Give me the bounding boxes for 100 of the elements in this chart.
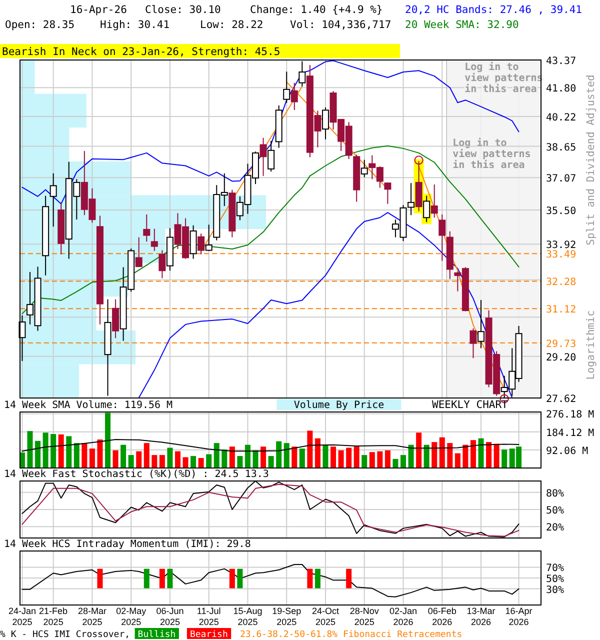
y-tick-label: 276.18 M — [546, 410, 594, 421]
line-series — [138, 212, 513, 398]
x-tick-label: 11-Jul 2025 — [196, 606, 221, 627]
chart-title: 14 Week Fast Stochastic (%K)(%D) : 24.5 13.3 — [4, 469, 269, 480]
y-axis-title: Split and Dividend Adjusted — [585, 74, 597, 246]
text: Bearish — [190, 630, 228, 640]
bar — [237, 456, 243, 468]
x-tick-label: 19-Sep 2025 — [272, 606, 302, 627]
bar — [252, 450, 258, 468]
y-tick-label: 50% — [546, 506, 564, 516]
y-tick-label: 33.92 — [546, 240, 576, 252]
bar — [292, 446, 298, 468]
bar — [198, 458, 204, 468]
candlestick — [50, 172, 57, 228]
candlestick — [205, 224, 212, 252]
bar — [214, 443, 220, 468]
text: Close: 30.10 — [145, 4, 221, 16]
bar — [27, 431, 33, 468]
bar — [89, 448, 95, 468]
bar — [494, 444, 500, 468]
annotation: Log in to view patterns in this area — [452, 137, 531, 171]
bar — [50, 434, 56, 468]
bar — [454, 453, 460, 468]
text: Volume By Price — [294, 400, 384, 411]
bar — [167, 448, 173, 468]
bar — [244, 444, 250, 468]
candlestick — [190, 224, 197, 260]
x-tick-label: 16-Apr 2026 — [505, 606, 532, 627]
bar — [190, 456, 196, 468]
bar — [66, 436, 72, 468]
text: Low: 28.22 — [200, 19, 264, 31]
bar — [486, 442, 492, 468]
candlestick — [158, 250, 166, 279]
y-tick-label: 184.12 M — [546, 428, 594, 439]
bar — [82, 443, 88, 468]
bar — [152, 455, 158, 468]
bar — [384, 450, 390, 468]
chart-title: Bearish In Neck on 23-Jan-26, Strength: 45.5 — [2, 46, 280, 58]
candlestick — [384, 182, 392, 204]
bar — [120, 444, 126, 468]
candlestick — [430, 184, 438, 218]
bar — [276, 441, 282, 468]
bar — [377, 451, 383, 468]
candlestick — [135, 236, 142, 268]
bar — [159, 455, 165, 468]
candlestick — [143, 214, 150, 242]
bar — [354, 446, 360, 468]
y-tick-label: 43.37 — [546, 56, 576, 67]
bar — [206, 454, 212, 468]
bar — [330, 446, 336, 468]
bar — [432, 442, 438, 468]
bar — [42, 432, 48, 468]
text: Bullish — [138, 630, 176, 640]
bar — [307, 430, 313, 468]
bar — [74, 443, 80, 468]
bar — [502, 450, 508, 468]
y-tick-label: 50% — [546, 574, 564, 585]
bar — [416, 432, 422, 468]
chart-title: 14 Week HCS Intraday Momentum (IMI): 29.8 — [4, 539, 251, 550]
candlestick — [112, 298, 120, 339]
bar — [362, 455, 368, 468]
bar — [424, 444, 430, 468]
bar — [35, 440, 41, 468]
y-tick-label: 37.07 — [546, 174, 576, 185]
x-tick-label: 21-Feb 2025 — [39, 606, 68, 627]
x-tick-label: 28-Mar 2025 — [78, 606, 106, 627]
text: 20,2 HC Bands: 27.46 , 39.41 — [405, 4, 582, 16]
y-tick-label: 38.65 — [546, 142, 576, 154]
bar — [284, 443, 290, 468]
bar — [470, 440, 476, 468]
candlestick — [150, 228, 158, 252]
bar — [346, 448, 352, 468]
bar — [144, 443, 150, 468]
bar — [322, 444, 328, 468]
x-tick-label: 24-Oct 2025 — [312, 606, 340, 627]
candlestick — [268, 140, 275, 172]
bar — [314, 438, 320, 468]
y-tick-label: 70% — [546, 563, 564, 574]
text: Open: 28.35 — [5, 19, 75, 31]
candlestick — [260, 137, 267, 176]
ref-line-label: 29.73 — [546, 338, 576, 350]
y-tick-label: 30% — [546, 584, 564, 596]
y-tick-label: 20% — [546, 522, 564, 534]
candlestick — [360, 159, 368, 178]
bar — [369, 452, 375, 468]
y-tick-label: 92.06 M — [546, 446, 588, 457]
bar — [400, 455, 406, 468]
ref-line-label: 32.28 — [546, 277, 576, 288]
y-tick-label: 27.62 — [546, 394, 576, 405]
x-tick-label: 02-Jan 2026 — [389, 606, 418, 627]
bar — [439, 437, 445, 468]
text: Vol: 104,336,717 — [290, 19, 392, 31]
y-tick-label: 29.20 — [546, 352, 576, 364]
candlestick — [478, 300, 485, 349]
text: WEEKLY CHART — [432, 399, 509, 411]
x-tick-label: 15-Aug 2025 — [233, 606, 262, 627]
candlestick — [283, 71, 290, 104]
text: Logarithmic — [585, 310, 597, 380]
bar — [136, 451, 142, 468]
candlestick — [198, 233, 205, 255]
